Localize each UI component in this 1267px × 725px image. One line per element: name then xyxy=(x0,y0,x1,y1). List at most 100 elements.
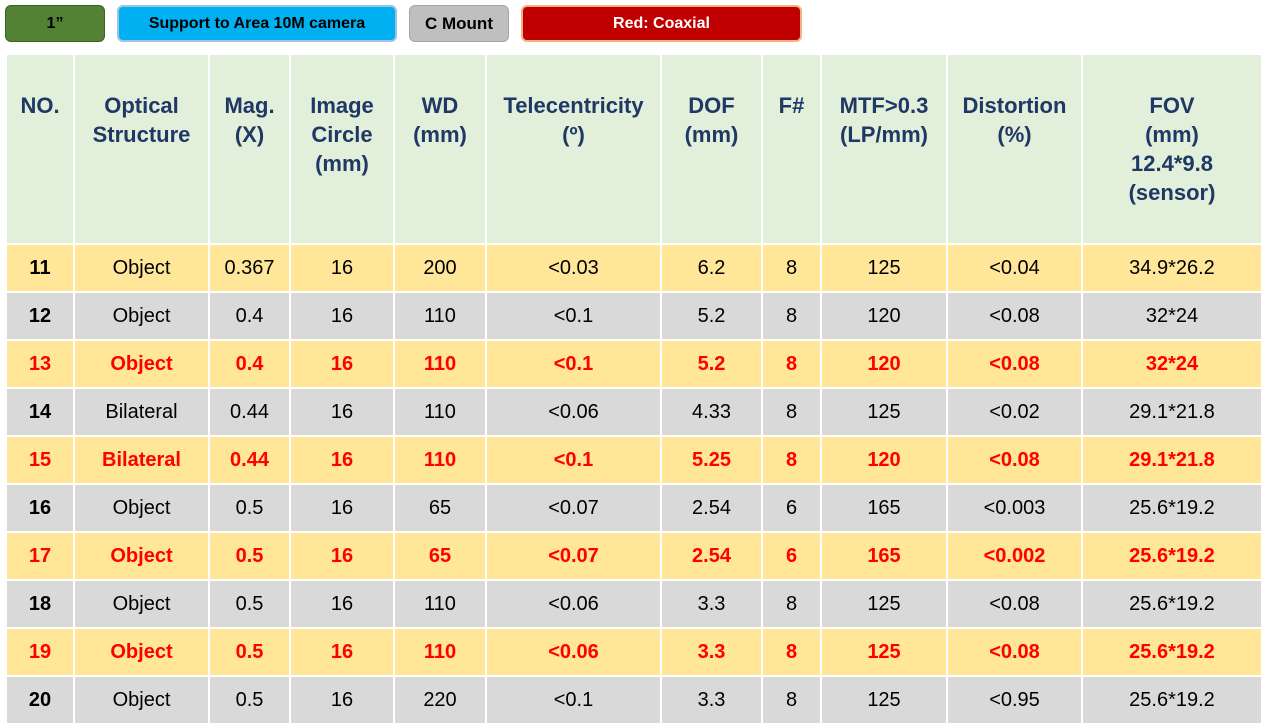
table-header-row: NO. Optical Structure Mag. (X) Image Cir… xyxy=(5,53,1263,245)
cell-fov: 32*24 xyxy=(1081,339,1263,389)
cell-telecentricity: <0.1 xyxy=(485,291,662,341)
cell-no: 17 xyxy=(5,531,75,581)
cell-magnification: 0.4 xyxy=(208,291,291,341)
cell-distortion: <0.08 xyxy=(946,627,1083,677)
cell-working-distance: 200 xyxy=(393,243,487,293)
cell-distortion: <0.002 xyxy=(946,531,1083,581)
cell-image-circle: 16 xyxy=(289,435,395,485)
cell-mtf: 125 xyxy=(820,627,948,677)
cell-optical-structure: Object xyxy=(73,627,210,677)
header-no: NO. xyxy=(5,53,75,245)
cell-image-circle: 16 xyxy=(289,675,395,725)
cell-image-circle: 16 xyxy=(289,483,395,533)
cell-fov: 32*24 xyxy=(1081,291,1263,341)
cell-dof: 3.3 xyxy=(660,627,763,677)
header-distortion: Distortion (%) xyxy=(946,53,1083,245)
header-working-distance: WD (mm) xyxy=(393,53,487,245)
cell-fov: 25.6*19.2 xyxy=(1081,675,1263,725)
cell-dof: 6.2 xyxy=(660,243,763,293)
cell-distortion: <0.04 xyxy=(946,243,1083,293)
cell-distortion: <0.95 xyxy=(946,675,1083,725)
table-body: 11 Object 0.367 16 200 <0.03 6.2 8 125 <0.04 34.9*… xyxy=(5,243,1263,725)
cell-telecentricity: <0.06 xyxy=(485,627,662,677)
cell-no: 16 xyxy=(5,483,75,533)
cell-working-distance: 220 xyxy=(393,675,487,725)
table-row: 18 Object 0.5 16 110 <0.06 3.3 8 125 <0.08 25.6*19… xyxy=(5,579,1263,629)
cell-image-circle: 16 xyxy=(289,627,395,677)
cell-optical-structure: Object xyxy=(73,291,210,341)
header-fov: FOV (mm) 12.4*9.8 (sensor) xyxy=(1081,53,1263,245)
cell-mtf: 165 xyxy=(820,531,948,581)
cell-telecentricity: <0.03 xyxy=(485,243,662,293)
cell-telecentricity: <0.07 xyxy=(485,483,662,533)
cell-magnification: 0.5 xyxy=(208,483,291,533)
mount-tag: C Mount xyxy=(409,5,509,42)
cell-dof: 5.2 xyxy=(660,291,763,341)
cell-f-number: 6 xyxy=(761,531,822,581)
cell-f-number: 8 xyxy=(761,579,822,629)
cell-optical-structure: Object xyxy=(73,339,210,389)
table-row: 17 Object 0.5 16 65 <0.07 2.54 6 165 <0.002 25.6*1… xyxy=(5,531,1263,581)
cell-working-distance: 110 xyxy=(393,291,487,341)
cell-f-number: 8 xyxy=(761,435,822,485)
cell-telecentricity: <0.1 xyxy=(485,435,662,485)
cell-magnification: 0.44 xyxy=(208,435,291,485)
cell-mtf: 125 xyxy=(820,675,948,725)
cell-dof: 3.3 xyxy=(660,675,763,725)
cell-image-circle: 16 xyxy=(289,339,395,389)
cell-image-circle: 16 xyxy=(289,579,395,629)
cell-telecentricity: <0.06 xyxy=(485,579,662,629)
cell-image-circle: 16 xyxy=(289,243,395,293)
cell-no: 20 xyxy=(5,675,75,725)
cell-distortion: <0.003 xyxy=(946,483,1083,533)
cell-fov: 25.6*19.2 xyxy=(1081,579,1263,629)
cell-working-distance: 65 xyxy=(393,483,487,533)
cell-no: 14 xyxy=(5,387,75,437)
cell-magnification: 0.5 xyxy=(208,675,291,725)
cell-optical-structure: Object xyxy=(73,243,210,293)
table-row: 19 Object 0.5 16 110 <0.06 3.3 8 125 <0.08 25.6*19… xyxy=(5,627,1263,677)
cell-mtf: 165 xyxy=(820,483,948,533)
cell-distortion: <0.08 xyxy=(946,435,1083,485)
cell-optical-structure: Bilateral xyxy=(73,387,210,437)
cell-magnification: 0.5 xyxy=(208,579,291,629)
cell-working-distance: 110 xyxy=(393,579,487,629)
header-f-number: F# xyxy=(761,53,822,245)
cell-dof: 5.2 xyxy=(660,339,763,389)
cell-working-distance: 65 xyxy=(393,531,487,581)
table-row: 15 Bilateral 0.44 16 110 <0.1 5.25 8 120 <0.08 29.… xyxy=(5,435,1263,485)
cell-f-number: 8 xyxy=(761,291,822,341)
header-magnification: Mag. (X) xyxy=(208,53,291,245)
coaxial-legend-tag: Red: Coaxial xyxy=(521,5,802,42)
cell-f-number: 6 xyxy=(761,483,822,533)
table-row: 20 Object 0.5 16 220 <0.1 3.3 8 125 <0.95 25.6*19.… xyxy=(5,675,1263,725)
cell-mtf: 120 xyxy=(820,435,948,485)
cell-dof: 3.3 xyxy=(660,579,763,629)
header-optical-structure: Optical Structure xyxy=(73,53,210,245)
cell-fov: 25.6*19.2 xyxy=(1081,627,1263,677)
cell-optical-structure: Object xyxy=(73,675,210,725)
lens-spec-table: NO. Optical Structure Mag. (X) Image Cir… xyxy=(5,53,1263,725)
cell-distortion: <0.08 xyxy=(946,339,1083,389)
cell-optical-structure: Object xyxy=(73,531,210,581)
cell-mtf: 120 xyxy=(820,291,948,341)
cell-fov: 29.1*21.8 xyxy=(1081,387,1263,437)
cell-dof: 4.33 xyxy=(660,387,763,437)
format-tag: 1” xyxy=(5,5,105,42)
header-mtf: MTF>0.3 (LP/mm) xyxy=(820,53,948,245)
cell-f-number: 8 xyxy=(761,675,822,725)
cell-no: 15 xyxy=(5,435,75,485)
cell-mtf: 125 xyxy=(820,243,948,293)
cell-dof: 2.54 xyxy=(660,483,763,533)
cell-telecentricity: <0.06 xyxy=(485,387,662,437)
cell-f-number: 8 xyxy=(761,387,822,437)
header-telecentricity: Telecentricity (º) xyxy=(485,53,662,245)
cell-working-distance: 110 xyxy=(393,435,487,485)
cell-working-distance: 110 xyxy=(393,627,487,677)
cell-image-circle: 16 xyxy=(289,387,395,437)
cell-no: 19 xyxy=(5,627,75,677)
cell-image-circle: 16 xyxy=(289,531,395,581)
cell-f-number: 8 xyxy=(761,339,822,389)
cell-mtf: 125 xyxy=(820,387,948,437)
cell-no: 18 xyxy=(5,579,75,629)
